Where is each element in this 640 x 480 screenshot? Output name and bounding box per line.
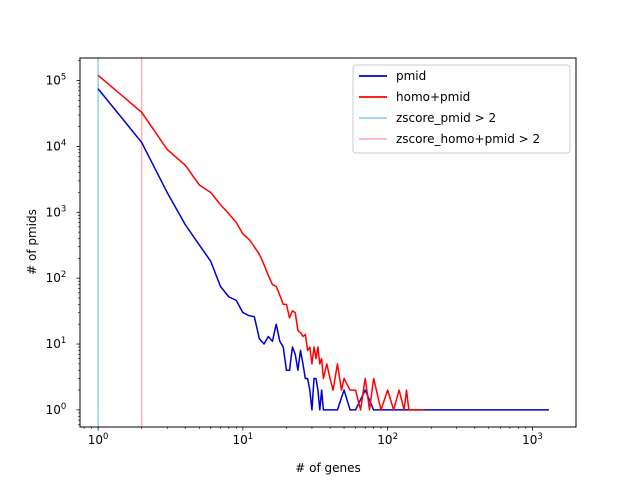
- y-axis-ticks: 100 101 102 103 104 105: [46, 60, 80, 425]
- y-tick-label-2: 102: [46, 270, 67, 285]
- series-line-1: [97, 74, 425, 411]
- legend-label-2: zscore_pmid > 2: [396, 111, 496, 125]
- y-tick-label-0: 100: [46, 402, 67, 417]
- plot-frame: [79, 57, 577, 428]
- x-axis-ticks: 100 101 102 103: [83, 427, 543, 447]
- x-tick-label-1: 101: [233, 432, 254, 447]
- vertical-threshold-lines: [97, 58, 143, 427]
- x-tick-label-2: 102: [377, 432, 398, 447]
- y-tick-label-1: 101: [46, 336, 67, 351]
- legend: pmid homo+pmid zscore_pmid > 2 zscore_homo+…: [352, 64, 571, 154]
- series-line-0: [97, 88, 549, 411]
- legend-box: [352, 64, 571, 154]
- legend-label-1: homo+pmid: [396, 90, 470, 104]
- x-tick-label-0: 100: [88, 432, 109, 447]
- y-tick-label-4: 104: [46, 138, 67, 153]
- y-tick-label-3: 103: [46, 204, 67, 219]
- y-tick-label-5: 105: [46, 73, 67, 88]
- x-axis-label: # of genes: [295, 461, 361, 475]
- series-lines: [97, 74, 549, 411]
- legend-label-3: zscore_homo+pmid > 2: [396, 132, 540, 146]
- y-axis-label: # of pmids: [25, 209, 39, 275]
- legend-label-0: pmid: [396, 69, 426, 83]
- x-tick-label-3: 103: [522, 432, 543, 447]
